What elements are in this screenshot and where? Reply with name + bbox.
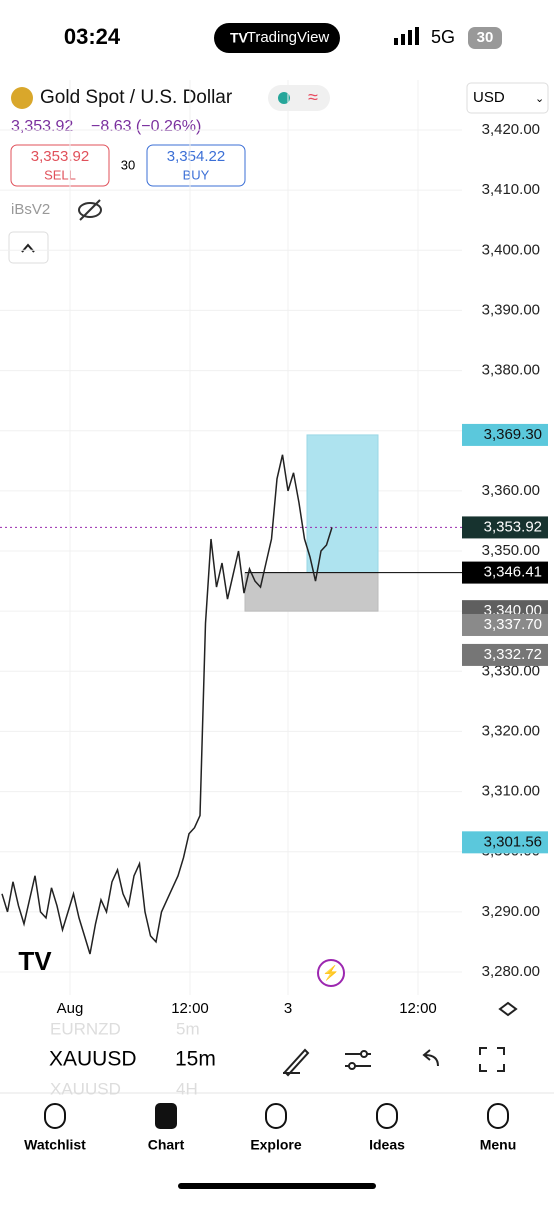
price-label-bg [462, 831, 548, 854]
battery [468, 27, 502, 49]
y-tick-label: 3,390.00 [482, 301, 540, 318]
tab-label[interactable]: Ideas [369, 1137, 405, 1153]
y-tick-label: 3,350.00 [482, 542, 540, 559]
battery-level: 30 [477, 29, 494, 46]
x-tick-label: 3 [284, 1000, 292, 1017]
sell-button[interactable] [10, 144, 110, 187]
tab-label[interactable]: Explore [250, 1137, 302, 1153]
price-label-bg [462, 561, 548, 584]
price-line-series [1, 454, 333, 955]
app-name: TradingView [247, 29, 330, 46]
last-price: 3,353.92 [11, 118, 73, 135]
toolbar-bg [0, 1042, 554, 1078]
collapse-button[interactable] [8, 231, 49, 264]
currency-select[interactable] [466, 82, 549, 114]
spread: 30 [121, 157, 135, 172]
x-tick-label: Aug [57, 1000, 84, 1017]
flash-icon: ⚡ [322, 965, 339, 982]
price-label-bg [462, 643, 548, 666]
fullscreen[interactable] [479, 1047, 505, 1072]
target-zone [306, 434, 379, 574]
ghost-item: EURNZD [50, 1019, 121, 1038]
tv-logo: TV [18, 946, 52, 976]
y-tick-label: 3,420.00 [482, 121, 540, 138]
symbol-title: Gold Spot / U.S. Dollar [40, 87, 233, 108]
tab-icon [376, 1103, 398, 1129]
price-label-bg [462, 516, 548, 539]
interval[interactable]: 15m [175, 1048, 216, 1071]
app-logo: TV [230, 30, 249, 46]
chevron: ⌄ [535, 93, 544, 105]
price-label: 3,353.92 [484, 518, 542, 535]
undo[interactable] [422, 1049, 439, 1067]
y-tick-label: 3,330.00 [482, 662, 540, 679]
price-label-bg [462, 423, 548, 446]
tab-icon [487, 1103, 509, 1129]
tab-label[interactable]: Menu [480, 1137, 517, 1153]
indicator: iBsV2 [11, 201, 50, 218]
price-label-bg [462, 613, 548, 636]
ghost-item: XAUUSD [50, 1079, 121, 1098]
y-tick-label: 3,360.00 [482, 482, 540, 499]
buy-label: BUY [183, 167, 210, 182]
x-tick-label: 12:00 [171, 1000, 209, 1017]
stop-zone [244, 572, 379, 612]
clock: 03:24 [64, 24, 121, 49]
market-open-dot [278, 92, 290, 104]
flash-button[interactable] [317, 959, 345, 987]
tab-icon [44, 1103, 66, 1129]
currency: USD [473, 89, 505, 106]
price-label: 3,346.41 [484, 564, 542, 581]
buy-price: 3,354.22 [167, 148, 225, 165]
sell-price: 3,353.92 [31, 148, 89, 165]
home-indicator [178, 1183, 376, 1189]
hide-icon[interactable] [78, 199, 102, 221]
price-label: 3,369.30 [484, 426, 542, 443]
tab-label[interactable]: Chart [148, 1137, 185, 1153]
price-change: −8.63 (−0.26%) [91, 118, 201, 135]
y-tick-label: 3,290.00 [482, 903, 540, 920]
y-tick-label: 3,380.00 [482, 362, 540, 379]
wave-icon: ≈ [308, 87, 318, 107]
tab-icon [265, 1103, 287, 1129]
chart: 3,280.003,290.003,300.003,310.003,320.00… [0, 80, 548, 1017]
signal [394, 27, 419, 45]
draw-tool[interactable] [283, 1048, 310, 1077]
tab-icon [155, 1103, 177, 1129]
app-pill [214, 23, 340, 53]
network: 5G [431, 27, 455, 47]
buy-button[interactable] [146, 144, 246, 187]
y-tick-label: 3,320.00 [482, 722, 540, 739]
settings-icon[interactable] [498, 1001, 518, 1017]
y-tick-label: 3,280.00 [482, 963, 540, 980]
gold-icon [11, 87, 33, 109]
sell-label: SELL [44, 167, 76, 182]
y-tick-label: 3,400.00 [482, 241, 540, 258]
y-tick-label: 3,310.00 [482, 783, 540, 800]
indicators-tool[interactable] [345, 1050, 371, 1070]
ghost-item: 5m [176, 1019, 200, 1038]
ghost-item: 4H [176, 1079, 198, 1098]
collapse-icon [21, 243, 35, 253]
price-label: 3,301.56 [484, 833, 542, 850]
y-tick-label: 3,410.00 [482, 181, 540, 198]
x-tick-label: 12:00 [399, 1000, 437, 1017]
price-label: 3,332.72 [484, 646, 542, 663]
price-label: 3,337.70 [484, 616, 542, 633]
status-pill[interactable] [268, 85, 330, 111]
symbol[interactable]: XAUUSD [49, 1048, 137, 1071]
tab-label[interactable]: Watchlist [24, 1137, 86, 1153]
